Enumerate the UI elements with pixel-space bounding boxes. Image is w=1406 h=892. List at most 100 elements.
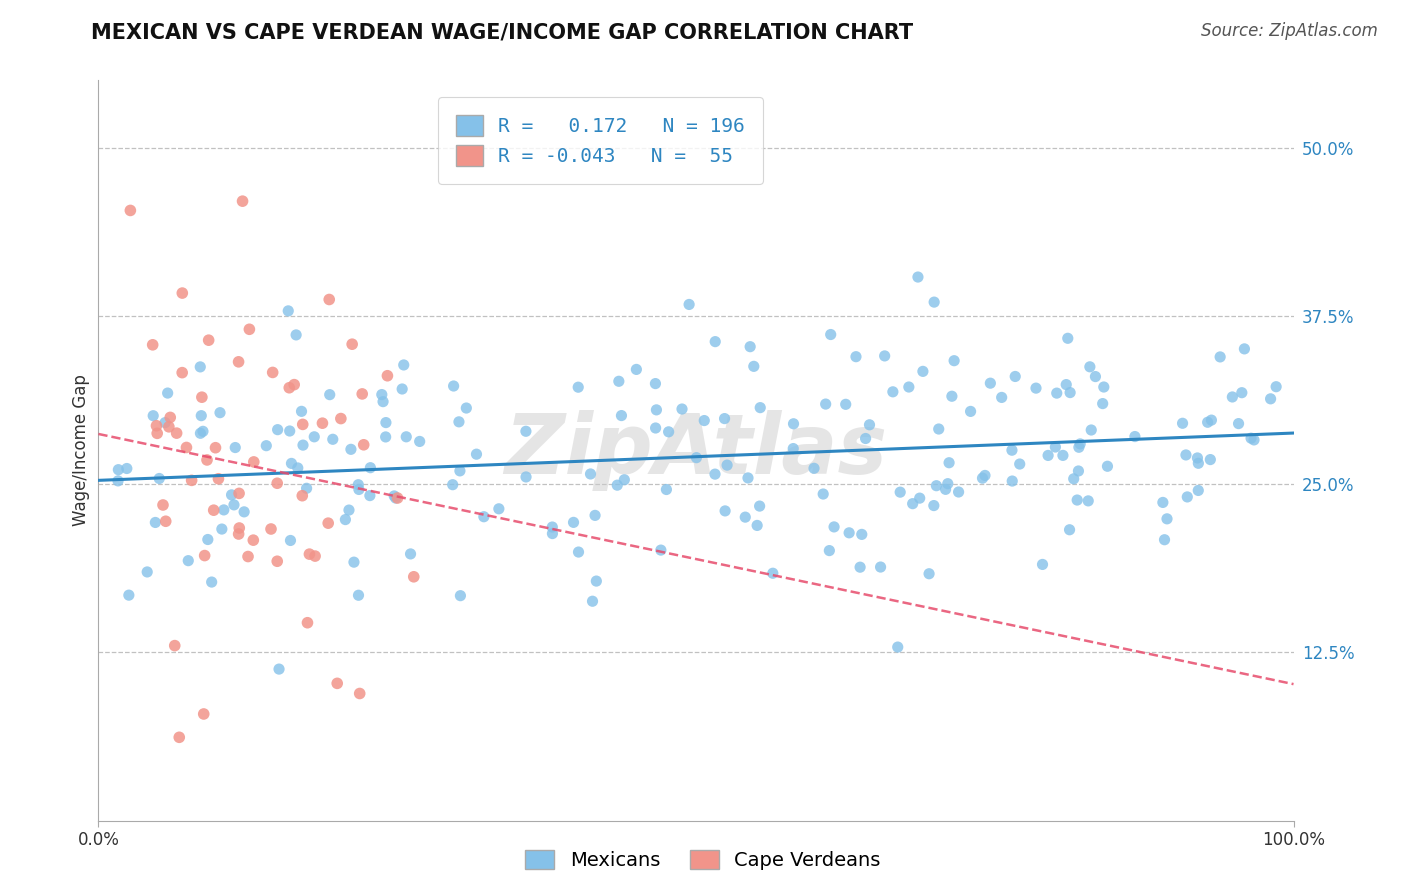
Point (188, 359, 211, 374)
Point (347, 483, 370, 497)
Point (107, 474, 129, 488)
Point (1066, 493, 1088, 508)
Point (713, 411, 735, 425)
Point (449, 464, 471, 478)
Point (704, 467, 727, 482)
Point (142, 409, 165, 423)
Point (938, 456, 960, 470)
Point (714, 504, 737, 518)
Point (335, 512, 357, 526)
Point (1067, 440, 1090, 454)
Point (287, 461, 309, 475)
Point (814, 397, 837, 411)
Point (747, 518, 769, 533)
Point (1059, 385, 1081, 400)
Point (607, 374, 630, 388)
Point (142, 338, 165, 352)
Point (267, 662, 290, 676)
Point (911, 364, 934, 378)
Point (704, 334, 727, 349)
Point (671, 402, 693, 417)
Point (371, 387, 394, 401)
Point (658, 425, 681, 439)
Point (456, 401, 478, 415)
Point (1175, 490, 1198, 504)
Point (204, 441, 226, 455)
Point (157, 419, 180, 434)
Point (465, 447, 488, 461)
Point (1187, 483, 1209, 498)
Point (146, 426, 169, 441)
Point (959, 404, 981, 418)
Point (1069, 437, 1091, 451)
Point (922, 499, 945, 513)
Point (340, 442, 363, 457)
Point (1036, 449, 1059, 463)
Point (359, 460, 381, 475)
Point (408, 434, 430, 449)
Point (972, 471, 994, 485)
Point (849, 560, 872, 574)
Point (277, 304, 299, 318)
Point (384, 491, 406, 505)
Point (762, 566, 785, 581)
Point (347, 477, 370, 491)
Point (195, 453, 218, 467)
Point (159, 410, 181, 425)
Point (1197, 415, 1219, 429)
Point (579, 467, 602, 481)
Point (319, 387, 342, 401)
Point (943, 353, 966, 368)
Point (1067, 464, 1090, 478)
Point (347, 588, 370, 602)
Point (1243, 433, 1265, 447)
Point (567, 380, 589, 394)
Point (1240, 431, 1263, 445)
Point (1091, 396, 1114, 410)
Point (1209, 350, 1232, 364)
Point (221, 488, 243, 502)
Point (488, 501, 510, 516)
Point (211, 522, 233, 536)
Point (685, 450, 707, 465)
Point (1092, 380, 1115, 394)
Point (606, 478, 628, 492)
Legend: R =   0.172   N = 196, R = -0.043   N =  55: R = 0.172 N = 196, R = -0.043 N = 55 (439, 97, 762, 184)
Point (908, 491, 931, 505)
Point (238, 322, 260, 336)
Point (254, 439, 277, 453)
Point (567, 545, 589, 559)
Point (222, 498, 245, 512)
Point (224, 441, 246, 455)
Point (585, 574, 607, 588)
Point (118, 588, 141, 602)
Point (343, 555, 366, 569)
Point (650, 543, 672, 558)
Point (297, 615, 319, 630)
Point (1077, 494, 1099, 508)
Point (172, 286, 194, 301)
Point (889, 485, 911, 500)
Point (907, 270, 929, 285)
Point (387, 491, 409, 505)
Point (156, 386, 179, 401)
Point (295, 481, 318, 495)
Point (152, 498, 174, 512)
Point (212, 503, 235, 517)
Point (820, 327, 842, 342)
Point (869, 560, 891, 574)
Point (936, 476, 959, 491)
Point (145, 418, 167, 433)
Point (318, 293, 340, 307)
Point (811, 487, 834, 501)
Point (353, 438, 375, 452)
Text: MEXICAN VS CAPE VERDEAN WAGE/INCOME GAP CORRELATION CHART: MEXICAN VS CAPE VERDEAN WAGE/INCOME GAP … (91, 22, 914, 42)
Point (266, 476, 288, 491)
Point (1084, 369, 1107, 384)
Point (291, 417, 314, 432)
Point (291, 489, 314, 503)
Point (326, 676, 349, 690)
Point (155, 514, 177, 528)
Point (228, 355, 250, 369)
Point (818, 543, 841, 558)
